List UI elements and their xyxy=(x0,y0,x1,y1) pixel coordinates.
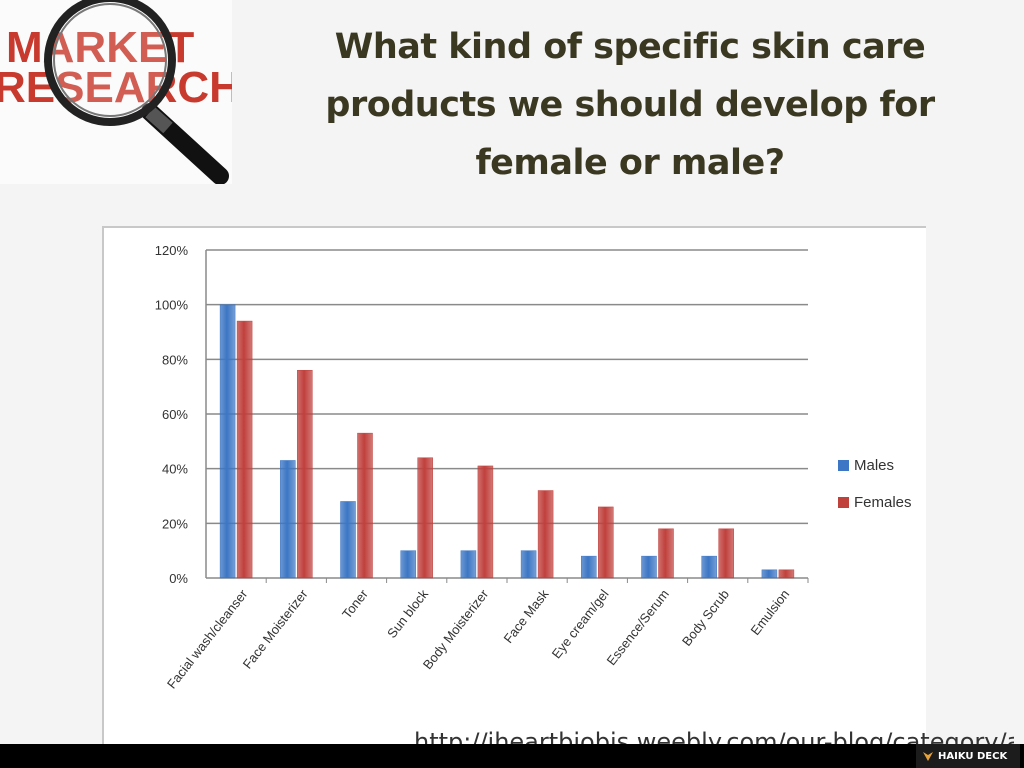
bar-chart: 0% 20% 40% 60% 80% 100% 120% Facial wash/cleans… xyxy=(155,243,912,692)
x-tick-label: Body Scrub xyxy=(679,587,732,649)
bar-males xyxy=(340,501,356,579)
slide: MARKET RESEARCH What kind of specific sk… xyxy=(0,0,1014,756)
haiku-deck-logo-icon xyxy=(923,752,933,761)
bar-males xyxy=(460,550,477,579)
x-tick-label: Face Moisterizer xyxy=(240,586,311,671)
x-tick-label: Sun block xyxy=(384,586,431,641)
y-tick-label: 40% xyxy=(162,462,188,477)
legend-swatch-females xyxy=(838,497,849,508)
bar-females xyxy=(357,432,373,579)
bar-males xyxy=(280,460,296,579)
magnifier-icon: MARKET RESEARCH xyxy=(0,0,232,184)
bar-males xyxy=(761,569,778,579)
bar-females xyxy=(718,528,734,579)
bar-females xyxy=(417,457,433,579)
bottom-bar: HAIKU DECK xyxy=(0,744,1024,768)
bar-females xyxy=(598,506,614,579)
bar-females xyxy=(236,320,253,579)
y-tick-label: 100% xyxy=(155,298,189,313)
bar-females xyxy=(297,370,313,579)
bar-males xyxy=(520,550,537,579)
bar-females xyxy=(537,490,554,579)
bar-males xyxy=(701,555,717,579)
x-tick-label: Essence/Serum xyxy=(604,587,672,669)
brand-badge[interactable]: HAIKU DECK xyxy=(916,744,1020,768)
y-tick-label: 80% xyxy=(162,352,188,367)
bar-males xyxy=(219,304,236,579)
x-tick-label: Emulsion xyxy=(748,587,793,638)
bar-males xyxy=(400,550,416,579)
slide-title: What kind of specific skin care products… xyxy=(325,27,935,183)
x-tick-label: Face Mask xyxy=(501,586,552,646)
x-tick-label: Toner xyxy=(339,586,371,621)
market-research-logo: MARKET RESEARCH xyxy=(0,0,232,184)
x-tick-label: Eye cream/gel xyxy=(549,587,612,662)
legend-swatch-males xyxy=(838,460,849,471)
chart-container: 0% 20% 40% 60% 80% 100% 120% Facial wash/cleans… xyxy=(102,226,926,748)
x-tick-label: Facial wash/cleanser xyxy=(164,586,251,691)
y-tick-label: 20% xyxy=(162,516,188,531)
x-tick-label: Body Moisterizer xyxy=(420,586,492,672)
logo-line2: RESEARCH xyxy=(0,63,232,112)
bar-females xyxy=(778,569,795,579)
y-tick-label: 120% xyxy=(155,243,189,258)
bar-males xyxy=(641,555,657,579)
bar-males xyxy=(581,555,597,579)
legend-label-females: Females xyxy=(854,494,912,511)
bar-females xyxy=(658,528,674,579)
y-tick-label: 60% xyxy=(162,407,188,422)
legend-label-males: Males xyxy=(854,457,894,474)
bar-females xyxy=(477,465,494,579)
brand-name: HAIKU DECK xyxy=(938,750,1008,762)
y-tick-label: 0% xyxy=(169,571,188,586)
